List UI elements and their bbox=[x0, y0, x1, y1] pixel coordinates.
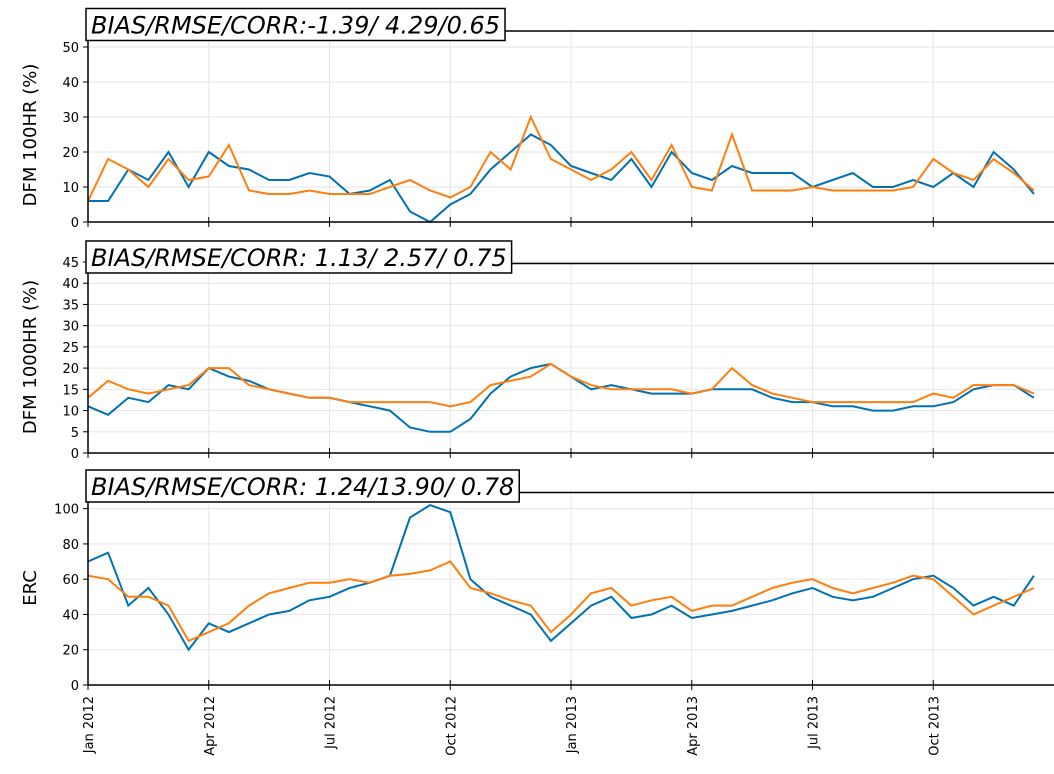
y-tick-label: 15 bbox=[62, 383, 79, 398]
x-tick-label: Jul 2012 bbox=[324, 696, 339, 750]
title-box: BIAS/RMSE/CORR:-1.39/ 4.29/0.65 bbox=[85, 7, 506, 42]
data-line bbox=[87, 362, 1035, 408]
y-tick-label: 0 bbox=[71, 216, 79, 231]
y-tick-label: 40 bbox=[62, 277, 79, 292]
x-tick-label: Oct 2012 bbox=[444, 696, 459, 756]
y-tick-label: 40 bbox=[62, 608, 79, 623]
y-tick-label: 30 bbox=[62, 111, 79, 126]
data-line bbox=[87, 362, 1035, 433]
y-tick-label: 20 bbox=[62, 146, 79, 161]
x-tick-label: Oct 2013 bbox=[927, 696, 942, 756]
y-tick-label: 100 bbox=[54, 503, 79, 518]
x-tick-label: Jan 2013 bbox=[565, 696, 580, 754]
panel-title: BIAS/RMSE/CORR: 1.13/ 2.57/ 0.75 bbox=[91, 244, 507, 272]
y-tick-label: 45 bbox=[62, 256, 79, 271]
y-tick-label: 50 bbox=[62, 41, 79, 56]
y-tick-label: 0 bbox=[71, 679, 79, 694]
title-box: BIAS/RMSE/CORR: 1.24/13.90/ 0.78 bbox=[85, 469, 520, 503]
panel-title: BIAS/RMSE/CORR: 1.24/13.90/ 0.78 bbox=[91, 473, 514, 501]
y-axis-label: ERC bbox=[20, 570, 41, 606]
y-tick-label: 5 bbox=[71, 426, 79, 441]
title-frame bbox=[85, 240, 513, 274]
y-tick-label: 20 bbox=[62, 644, 79, 659]
title-box: BIAS/RMSE/CORR: 1.13/ 2.57/ 0.75 bbox=[85, 240, 513, 274]
y-tick-label: 0 bbox=[71, 447, 79, 462]
y-tick-label: 20 bbox=[62, 362, 79, 377]
y-axis-label: DFM 1000HR (%) bbox=[20, 280, 41, 434]
data-line bbox=[88, 133, 1035, 224]
panel-title: BIAS/RMSE/CORR:-1.39/ 4.29/0.65 bbox=[91, 12, 500, 40]
y-tick-label: 30 bbox=[62, 320, 79, 335]
y-tick-label: 10 bbox=[62, 405, 79, 420]
x-tick-label: Jul 2013 bbox=[807, 696, 822, 750]
y-tick-label: 35 bbox=[62, 298, 79, 313]
y-axis-label: DFM 100HR (%) bbox=[20, 64, 41, 207]
x-tick-label: Apr 2012 bbox=[203, 696, 218, 756]
y-tick-label: 25 bbox=[62, 341, 79, 356]
data-line bbox=[87, 114, 1035, 202]
data-line bbox=[87, 503, 1035, 652]
x-tick-label: Apr 2013 bbox=[686, 696, 701, 756]
y-tick-label: 10 bbox=[62, 181, 79, 196]
x-tick-label: Jan 2012 bbox=[82, 696, 97, 754]
data-line bbox=[87, 560, 1035, 643]
y-tick-label: 60 bbox=[62, 573, 79, 588]
title-frame bbox=[85, 7, 506, 42]
y-tick-label: 40 bbox=[62, 76, 79, 91]
y-tick-label: 80 bbox=[62, 538, 79, 553]
title-frame bbox=[85, 469, 520, 503]
